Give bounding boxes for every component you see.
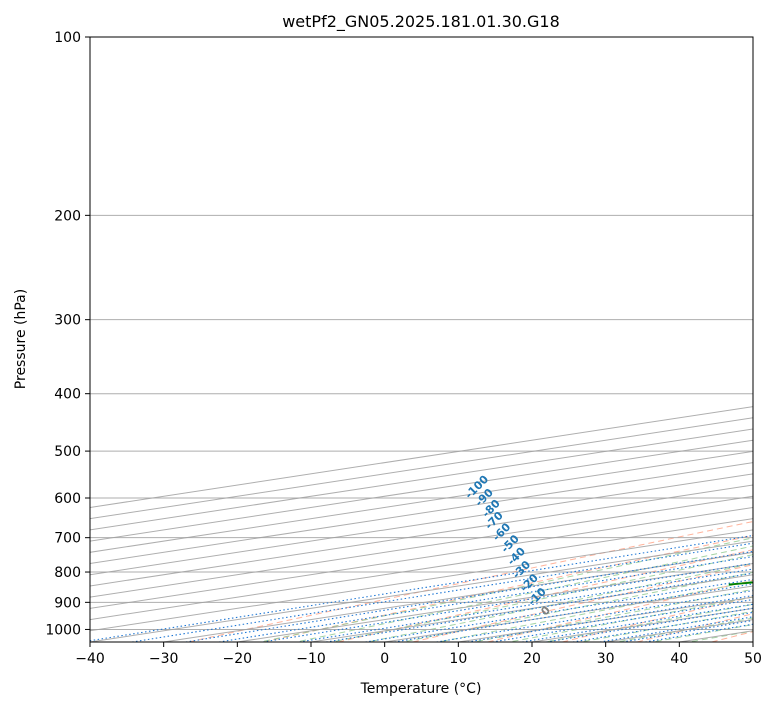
dewpoint-line — [728, 581, 753, 586]
mixing-ratio-line — [218, 556, 753, 642]
x-tick-label: 30 — [597, 651, 615, 667]
moist-adiabat — [293, 545, 753, 642]
isotherm — [679, 630, 753, 642]
isotherm — [90, 506, 753, 609]
moist-adiabat — [435, 580, 753, 642]
y-tick-label: 400 — [54, 387, 81, 403]
moist-adiabat — [649, 624, 753, 642]
x-axis: −40 −30 −20 −10 0 10 20 30 40 50 — [75, 642, 762, 667]
dry-adiabat — [636, 613, 753, 642]
dry-adiabat — [487, 579, 753, 642]
mixing-ratio-line — [572, 611, 753, 642]
isotherm — [90, 540, 753, 642]
dry-adiabat — [338, 549, 753, 642]
chart-title: wetPf2_GN05.2025.181.01.30.G18 — [282, 12, 560, 32]
moist-adiabat — [506, 596, 753, 642]
isotherm — [384, 585, 753, 642]
mixing-ratio-line — [546, 607, 753, 642]
x-tick-label: 20 — [523, 651, 541, 667]
isotherm — [90, 529, 753, 632]
isotherm — [752, 641, 753, 642]
x-axis-label: Temperature (°C) — [360, 681, 482, 697]
x-tick-label: 0 — [380, 651, 389, 667]
y-tick-label: 200 — [54, 208, 81, 224]
y-tick-label: 1000 — [45, 622, 81, 638]
x-tick-label: 10 — [449, 651, 467, 667]
isotherm — [90, 495, 753, 598]
y-tick-label: 100 — [54, 30, 81, 46]
mixing-ratio-line — [262, 562, 753, 642]
y-tick-label: 900 — [54, 595, 81, 611]
plot-frame — [89, 36, 754, 643]
isotherm — [90, 428, 753, 531]
y-tick-label: 700 — [54, 531, 81, 547]
y-tick-label: 300 — [54, 313, 81, 329]
dry-adiabat — [263, 534, 753, 642]
isotherm — [90, 462, 753, 565]
isotherm — [90, 439, 753, 542]
sounding-series — [728, 581, 753, 586]
isotherm — [90, 484, 753, 587]
isotherm — [90, 450, 753, 553]
isotherm — [90, 473, 753, 576]
isotherm — [90, 417, 753, 520]
y-axis-label: Pressure (hPa) — [13, 289, 29, 389]
mixing-ratio-line — [185, 550, 753, 642]
dry-adiabat — [562, 596, 753, 642]
moist-adiabat — [329, 554, 753, 642]
isotherm — [90, 406, 753, 508]
mixing-ratio-line — [599, 616, 753, 642]
mixing-ratio-line — [131, 542, 753, 642]
x-tick-label: 50 — [744, 651, 762, 667]
x-tick-label: −40 — [75, 651, 105, 667]
y-tick-label: 500 — [54, 444, 81, 460]
isotherm — [531, 607, 753, 642]
moist-adiabat — [686, 630, 753, 642]
isotherm — [90, 518, 753, 621]
mixing-ratio-line — [299, 568, 753, 642]
y-tick-label: 600 — [54, 491, 81, 507]
x-tick-label: −20 — [223, 651, 253, 667]
y-axis: 100 200 300 400 500 600 700 800 900 1000 — [45, 30, 90, 638]
y-tick-label: 800 — [54, 565, 81, 581]
x-tick-label: −30 — [149, 651, 179, 667]
x-tick-label: −10 — [296, 651, 326, 667]
background-lines — [90, 37, 753, 642]
dry-adiabat — [711, 631, 753, 642]
x-tick-label: 40 — [670, 651, 688, 667]
